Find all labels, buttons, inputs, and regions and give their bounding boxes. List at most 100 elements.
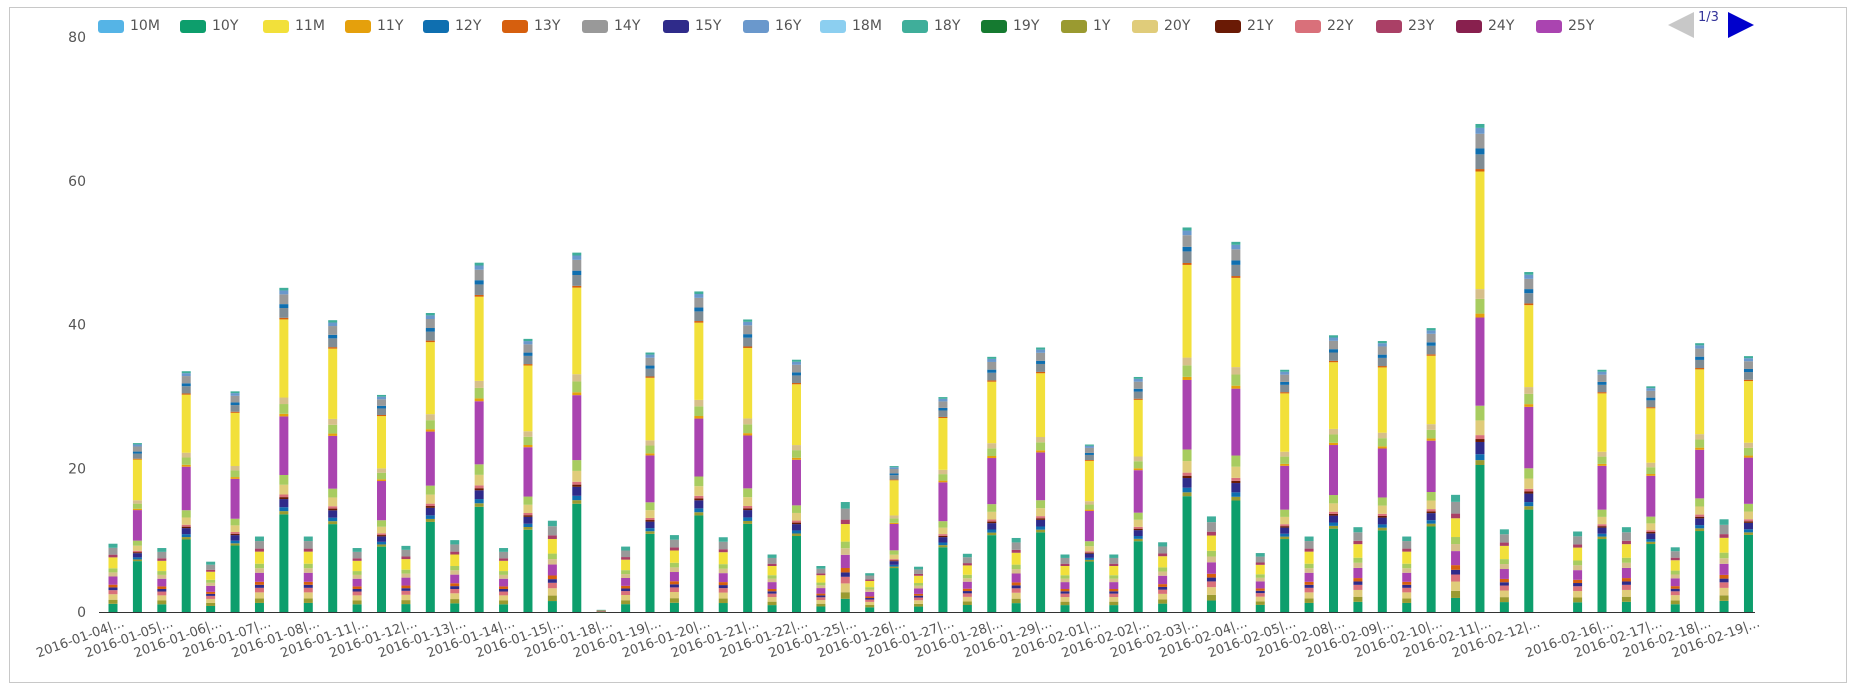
- legend-item-11m[interactable]: 11M: [263, 15, 325, 37]
- bar-segment: [1329, 360, 1338, 363]
- pager-previous-arrow-icon[interactable]: [1668, 12, 1694, 38]
- legend-item-24y[interactable]: 24Y: [1456, 15, 1514, 37]
- bar-segment: [987, 356, 997, 359]
- bar-segment: [718, 573, 728, 583]
- bar-segment: [1646, 523, 1656, 531]
- bar-segment: [914, 593, 924, 596]
- bar-segment: [840, 548, 850, 555]
- bar-segment: [1426, 526, 1436, 612]
- bar-segment: [1158, 586, 1168, 590]
- bar-segment: [962, 565, 972, 575]
- bar-segment: [1133, 470, 1143, 513]
- legend-item-10m[interactable]: 10M: [98, 15, 160, 37]
- legend-item-21y[interactable]: 21Y: [1215, 15, 1273, 37]
- legend-item-22y[interactable]: 22Y: [1295, 15, 1353, 37]
- bar-segment: [718, 585, 728, 589]
- legend-swatch: [1295, 19, 1321, 33]
- legend-item-13y[interactable]: 13Y: [502, 15, 560, 37]
- bar-segment: [279, 497, 289, 500]
- bar-segment: [1719, 558, 1729, 564]
- bar-segment: [279, 308, 289, 318]
- bar-segment: [1646, 397, 1656, 401]
- bar-segment: [816, 566, 826, 569]
- bar-segment: [132, 500, 142, 504]
- legend-item-16y[interactable]: 16Y: [743, 15, 801, 37]
- bar-segment: [1158, 571, 1168, 576]
- bar-segment: [230, 540, 240, 544]
- bar-segment: [279, 413, 289, 417]
- bar-segment: [181, 376, 191, 384]
- legend-item-12y[interactable]: 12Y: [423, 15, 481, 37]
- bar-segment: [108, 590, 118, 595]
- bar-segment: [791, 445, 801, 451]
- bar-segment: [181, 466, 191, 511]
- legend-item-25y[interactable]: 25Y: [1536, 15, 1594, 37]
- legend-pager[interactable]: 1/3: [1668, 10, 1758, 38]
- legend-item-18y[interactable]: 18Y: [902, 15, 960, 37]
- bar-segment: [1426, 345, 1436, 355]
- bar-segment: [1329, 522, 1338, 526]
- bar-segment: [645, 521, 655, 529]
- bar-segment: [181, 524, 191, 527]
- bar-segment: [743, 346, 753, 348]
- bar-segment: [1377, 346, 1387, 355]
- legend-item-18m[interactable]: 18M: [820, 15, 882, 37]
- bar-segment: [1475, 154, 1485, 170]
- bar-segment: [743, 321, 753, 326]
- bar-segment: [1670, 604, 1680, 612]
- bar-segment: [1597, 384, 1607, 393]
- bar-segment: [743, 347, 753, 419]
- bar-segment: [328, 506, 338, 509]
- bar-segment: [743, 325, 753, 335]
- bar-segment: [840, 508, 850, 520]
- bar-segment: [279, 404, 289, 414]
- bar-segment: [816, 582, 826, 586]
- bar-segment: [791, 372, 801, 376]
- bar-segment: [377, 396, 387, 400]
- legend-item-14y[interactable]: 14Y: [582, 15, 640, 37]
- bar-segment: [743, 418, 753, 425]
- bar-segment: [572, 484, 582, 487]
- bar-segment: [523, 513, 533, 516]
- bar-segment: [1084, 561, 1094, 612]
- bar-segment: [1426, 511, 1436, 514]
- pager-next-arrow-icon[interactable]: [1728, 12, 1754, 38]
- bar-segment: [1670, 557, 1680, 561]
- bar-segment: [718, 588, 728, 593]
- bar-segment: [206, 598, 216, 603]
- bar-segment: [1573, 586, 1583, 592]
- bar-segment: [206, 564, 216, 570]
- bar-segment: [694, 406, 704, 416]
- bar-segment: [694, 311, 704, 322]
- bar-segment: [1231, 477, 1241, 481]
- bar-segment: [1158, 603, 1168, 612]
- bar-segment: [1329, 442, 1338, 446]
- bar-segment: [718, 564, 728, 569]
- bar-segment: [1475, 169, 1485, 172]
- legend-item-10y[interactable]: 10Y: [180, 15, 238, 37]
- bar-segment: [328, 322, 338, 327]
- legend-item-23y[interactable]: 23Y: [1376, 15, 1434, 37]
- bar-segment: [1597, 526, 1607, 528]
- bar-segment: [718, 541, 728, 550]
- bar-segment: [1182, 492, 1192, 497]
- bar-segment: [1206, 516, 1216, 523]
- bar-segment: [1133, 398, 1143, 400]
- bar-segment: [1280, 369, 1290, 372]
- bar-segment: [1475, 289, 1485, 299]
- legend-item-20y[interactable]: 20Y: [1132, 15, 1190, 37]
- bar-segment: [1280, 539, 1290, 612]
- legend-item-15y[interactable]: 15Y: [663, 15, 721, 37]
- legend-item-1y[interactable]: 1Y: [1061, 15, 1110, 37]
- bar-segment: [1036, 532, 1046, 612]
- bar-segment: [425, 503, 435, 507]
- bar-segment: [914, 588, 924, 594]
- bar-segment: [1719, 595, 1729, 601]
- bar-segment: [962, 557, 972, 564]
- bar-segment: [523, 352, 533, 356]
- bar-segment: [1426, 342, 1436, 346]
- legend-item-11y[interactable]: 11Y: [345, 15, 403, 37]
- legend-item-19y[interactable]: 19Y: [981, 15, 1039, 37]
- bar-segment: [1060, 563, 1070, 566]
- bar-segment: [450, 551, 460, 555]
